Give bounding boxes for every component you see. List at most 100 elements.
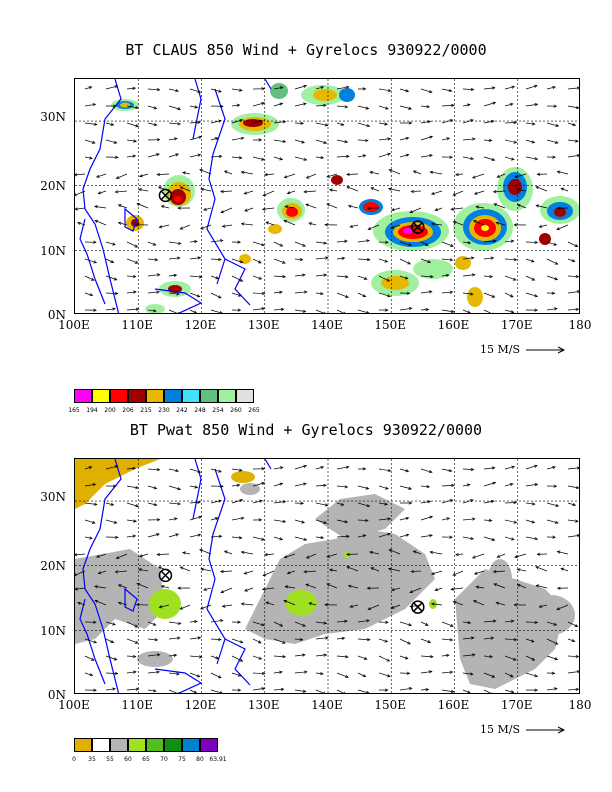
wind-arrow [252,308,265,311]
wind-arrow [273,466,283,470]
wind-arrow-head [387,674,391,678]
wind-arrow-head [531,520,536,524]
wind-arrow-head [240,516,245,520]
lon-label: 170E [500,318,533,332]
wind-arrow [116,173,128,179]
wind-arrow [336,309,345,313]
panel2-title: BT Pwat 850 Wind + Gyrelocs 930922/0000 [129,421,483,439]
wind-arrow-head [491,674,496,678]
wind-arrow-head [259,499,263,503]
wind-arrow-head [135,124,140,128]
wind-arrow-head [133,670,137,674]
lon-label: 120E [184,318,217,332]
wind-arrow [294,465,307,470]
wind-arrow [567,638,575,642]
lon-label: 140E [311,318,343,332]
wind-arrow [441,119,453,124]
wind-arrow [126,688,139,691]
wind-arrow-head [365,138,369,143]
wind-arrow-head [244,588,248,592]
wind-arrow [168,468,179,472]
pwat-map-svg [75,459,579,693]
scale-text: 15 M/S [480,343,520,356]
wind-arrow [126,467,136,470]
lon-label: 100E [58,318,90,332]
wind-arrow-head [138,188,142,192]
wind-arrow [483,467,495,470]
wind-arrow-head [554,641,559,645]
wind-arrow [98,190,107,194]
wind-arrow [409,587,422,593]
wind-arrow-head [136,202,141,206]
wind-arrow-head [496,554,501,558]
wind-arrow [273,671,283,674]
wind-arrow [336,86,349,90]
wind-arrow-head [154,258,159,262]
wind-arrow-head [261,102,266,106]
wind-arrow-head [134,624,139,628]
gyre-marker-icon [158,188,173,203]
wind-arrow [535,566,548,572]
wind-arrow [96,173,107,178]
wind-arrow [462,104,470,107]
wind-arrow-head [576,466,579,470]
wind-arrow [126,291,137,294]
wind-arrow [147,105,157,109]
wind-arrow-head [303,570,307,574]
wind-arrow [567,154,579,158]
wind-arrow-head [366,504,371,508]
wind-arrow [203,207,212,211]
wind-arrow-head [305,203,309,207]
wind-arrow-head [347,584,352,588]
wind-arrow [199,169,212,175]
wind-arrow-head [538,604,543,608]
wind-arrow-head [535,204,540,208]
wind-arrow-head [279,482,284,486]
wind-arrow-head [365,486,370,490]
wind-arrow [430,171,443,175]
wind-arrow [504,655,517,661]
wind-arrow-head [490,119,495,124]
wind-arrow [220,190,233,192]
wind-arrow [283,220,296,226]
wind-arrow [567,241,578,247]
wind-arrow-head [344,105,349,109]
wind-arrow [126,621,138,628]
wind-arrow [199,549,212,555]
wind-arrow-head [303,464,308,468]
wind-arrow-head [428,290,433,294]
wind-arrow [189,88,201,93]
wind-arrow [504,620,514,623]
wind-arrow [525,672,538,677]
wind-arrow-head [158,225,163,229]
wind-arrow [504,86,515,90]
wind-arrow-head [366,124,371,128]
wind-arrow-head [323,691,326,693]
wind-arrow-head [265,221,270,225]
wind-arrow-head [240,550,245,554]
wind-arrow-head [237,308,242,312]
wind-arrow [126,308,139,311]
wind-arrow-head [516,203,521,207]
wind-arrow-head [117,584,122,588]
wind-arrow [378,468,391,472]
legend-label: 248 [194,407,206,414]
wind-arrow-head [299,637,304,642]
wind-arrow [273,139,286,143]
wind-arrow-head [551,671,556,675]
wind-arrow [210,468,222,473]
wind-arrow-head [117,601,122,605]
wind-arrow [441,274,449,277]
wind-arrow [168,672,180,675]
wind-arrow-head [428,670,433,674]
wind-arrow [476,586,485,589]
wind-arrow-head [117,221,122,225]
wind-arrow-head [552,535,556,539]
wind-arrow-head [75,587,78,591]
wind-arrow [462,637,474,640]
wind-arrow-head [94,599,99,603]
wind-arrow-head [200,567,204,571]
legend-label: 194 [86,407,98,414]
wind-arrow-head [136,582,141,586]
wind-arrow-head [366,619,370,623]
